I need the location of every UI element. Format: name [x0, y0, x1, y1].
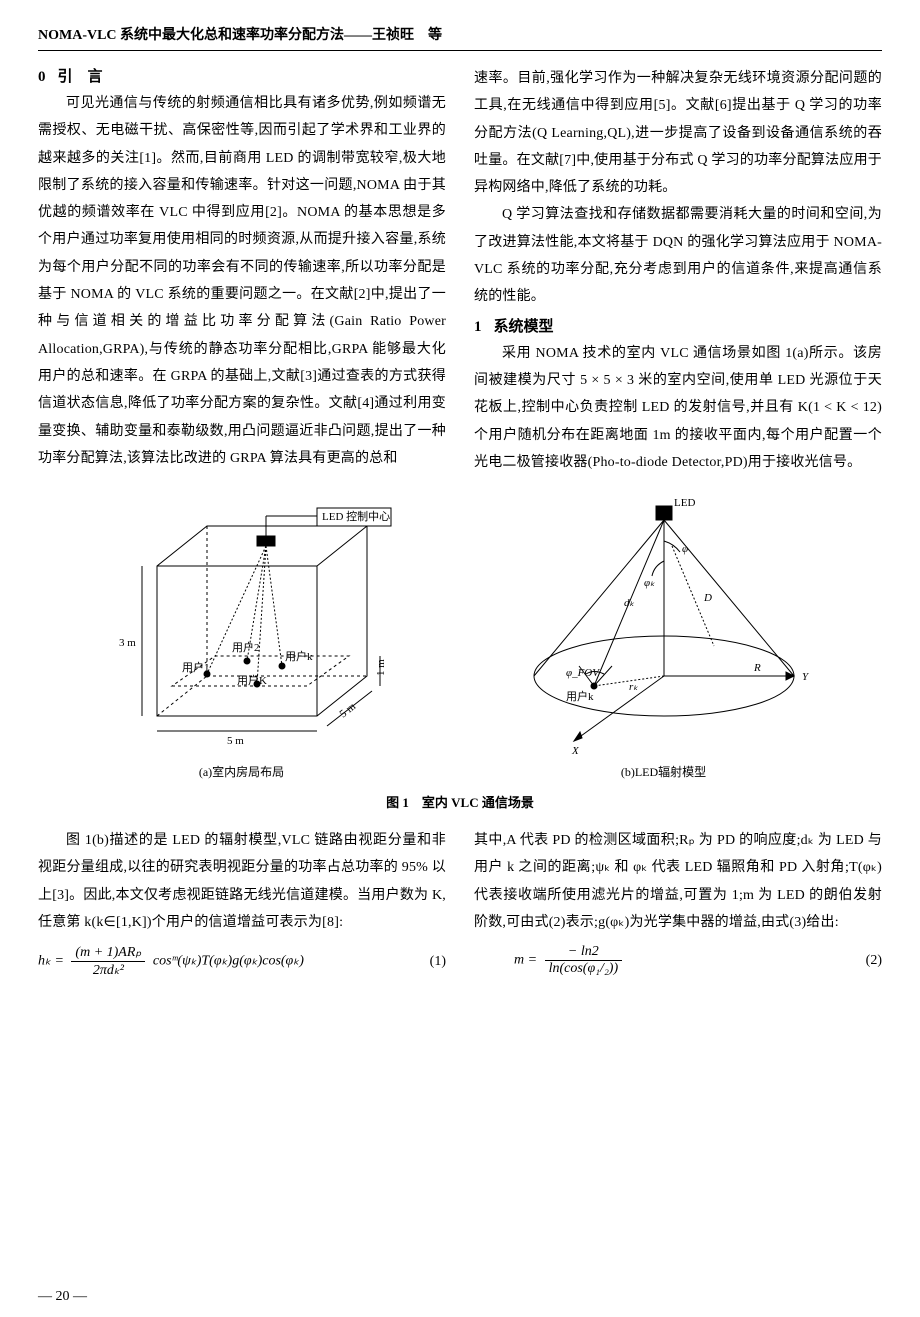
fig1b-phi: φ: [682, 543, 688, 555]
fig1a-userK: 用户K: [237, 673, 267, 687]
fig1b-Y: Y: [802, 671, 810, 683]
eq2-number: (2): [866, 953, 882, 969]
figure-1b: LED D dₖ φ φₖ φ_FOV 用户k R rₖ X Y (b)LED辐…: [494, 486, 834, 780]
eq2-lhs: m =: [514, 953, 537, 968]
eq2-body: m = − ln2 ln(cos(φ₁/₂)): [514, 944, 626, 977]
section0-para3: Q 学习算法查找和存储数据都需要消耗大量的时间和空间,为了改进算法性能,本文将基…: [474, 201, 882, 310]
running-header: NOMA-VLC 系统中最大化总和速率功率分配方法——王祯旺 等: [38, 24, 882, 51]
fig1b-phik: φₖ: [644, 577, 655, 589]
body2-right: 其中,A 代表 PD 的检测区域面积;Rₚ 为 PD 的响应度;dₖ 为 LED…: [474, 827, 882, 936]
fig1b-X: X: [571, 745, 580, 756]
eq1-den: 2πdₖ²: [71, 962, 145, 979]
lower-col-right: 其中,A 代表 PD 的检测区域面积;Rₚ 为 PD 的响应度;dₖ 为 LED…: [474, 827, 882, 987]
figure-row: LED 控制中心 用户1 用户2 用户k 用户K 3 m 5 m 5 m 1 m…: [38, 486, 882, 780]
fig1b-R: R: [753, 662, 761, 674]
page-number: — 20 —: [38, 1289, 87, 1305]
fig1b-phifov: φ_FOV: [566, 667, 600, 679]
figure-1a: LED 控制中心 用户1 用户2 用户k 用户K 3 m 5 m 5 m 1 m…: [87, 486, 397, 780]
section1-title: 系统模型: [494, 319, 554, 335]
fig1a-led-label: LED 控制中心: [322, 509, 390, 523]
eq1-number: (1): [430, 954, 446, 970]
lower-col-left: 图 1(b)描述的是 LED 的辐射模型,VLC 链路由视距分量和非视距分量组成…: [38, 827, 446, 987]
lower-columns: 图 1(b)描述的是 LED 的辐射模型,VLC 链路由视距分量和非视距分量组成…: [38, 827, 882, 987]
column-left: 0 引 言 可见光通信与传统的射频通信相比具有诸多优势,例如频谱无需授权、无电磁干…: [38, 65, 446, 476]
fig1a-dim-d: 5 m: [337, 700, 358, 720]
fig1b-led: LED: [674, 497, 695, 509]
figure1-caption: 图 1 室内 VLC 通信场景: [38, 792, 882, 811]
figure-1a-svg: LED 控制中心 用户1 用户2 用户k 用户K 3 m 5 m 5 m 1 m: [87, 486, 397, 756]
equation-1: hₖ = (m + 1)ARₚ 2πdₖ² cosᵐ(ψₖ)T(φₖ)g(φₖ)…: [38, 944, 446, 979]
fig1b-sublabel: (b)LED辐射模型: [494, 763, 834, 780]
eq1-num: (m + 1)ARₚ: [71, 944, 145, 962]
figure-1b-svg: LED D dₖ φ φₖ φ_FOV 用户k R rₖ X Y: [494, 486, 834, 756]
eq1-body: hₖ = (m + 1)ARₚ 2πdₖ² cosᵐ(ψₖ)T(φₖ)g(φₖ)…: [38, 944, 304, 979]
section1-para1: 采用 NOMA 技术的室内 VLC 通信场景如图 1(a)所示。该房间被建模为尺…: [474, 340, 882, 476]
fig1a-userk: 用户k: [285, 649, 313, 663]
upper-columns: 0 引 言 可见光通信与传统的射频通信相比具有诸多优势,例如频谱无需授权、无电磁干…: [38, 65, 882, 476]
eq1-rhs: cosᵐ(ψₖ)T(φₖ)g(φₖ)cos(φₖ): [153, 954, 304, 969]
fig1b-rk: rₖ: [629, 681, 638, 693]
section0-title: 引 言: [58, 69, 103, 85]
body2-left: 图 1(b)描述的是 LED 的辐射模型,VLC 链路由视距分量和非视距分量组成…: [38, 827, 446, 936]
fig1b-userk: 用户k: [566, 689, 594, 703]
fig1a-dim-h: 3 m: [119, 637, 136, 649]
section-0-heading: 0 引 言: [38, 65, 446, 86]
column-right: 速率。目前,强化学习作为一种解决复杂无线环境资源分配问题的工具,在无线通信中得到…: [474, 65, 882, 476]
fig1a-dim-1m: 1 m: [375, 659, 387, 676]
fig1a-sublabel: (a)室内房局布局: [87, 763, 397, 780]
fig1a-user2: 用户2: [232, 640, 260, 654]
eq1-lhs: hₖ =: [38, 954, 64, 969]
fig1a-user1: 用户1: [182, 660, 210, 674]
equation-2: m = − ln2 ln(cos(φ₁/₂)) (2): [474, 944, 882, 977]
section0-num: 0: [38, 69, 46, 85]
section-1-heading: 1 系统模型: [474, 315, 882, 336]
header-text: NOMA-VLC 系统中最大化总和速率功率分配方法——王祯旺 等: [38, 28, 442, 43]
section0-para1: 可见光通信与传统的射频通信相比具有诸多优势,例如频谱无需授权、无电磁干扰、高保密…: [38, 90, 446, 472]
fig1a-dim-w: 5 m: [227, 735, 244, 747]
fig1b-dk: dₖ: [624, 597, 635, 609]
eq2-frac: − ln2 ln(cos(φ₁/₂)): [545, 944, 623, 977]
fig1b-D: D: [703, 592, 712, 604]
section0-para2: 速率。目前,强化学习作为一种解决复杂无线环境资源分配问题的工具,在无线通信中得到…: [474, 65, 882, 201]
section1-num: 1: [474, 319, 482, 335]
eq1-frac: (m + 1)ARₚ 2πdₖ²: [71, 944, 145, 979]
eq2-num: − ln2: [545, 944, 623, 961]
eq2-den: ln(cos(φ₁/₂)): [545, 961, 623, 977]
